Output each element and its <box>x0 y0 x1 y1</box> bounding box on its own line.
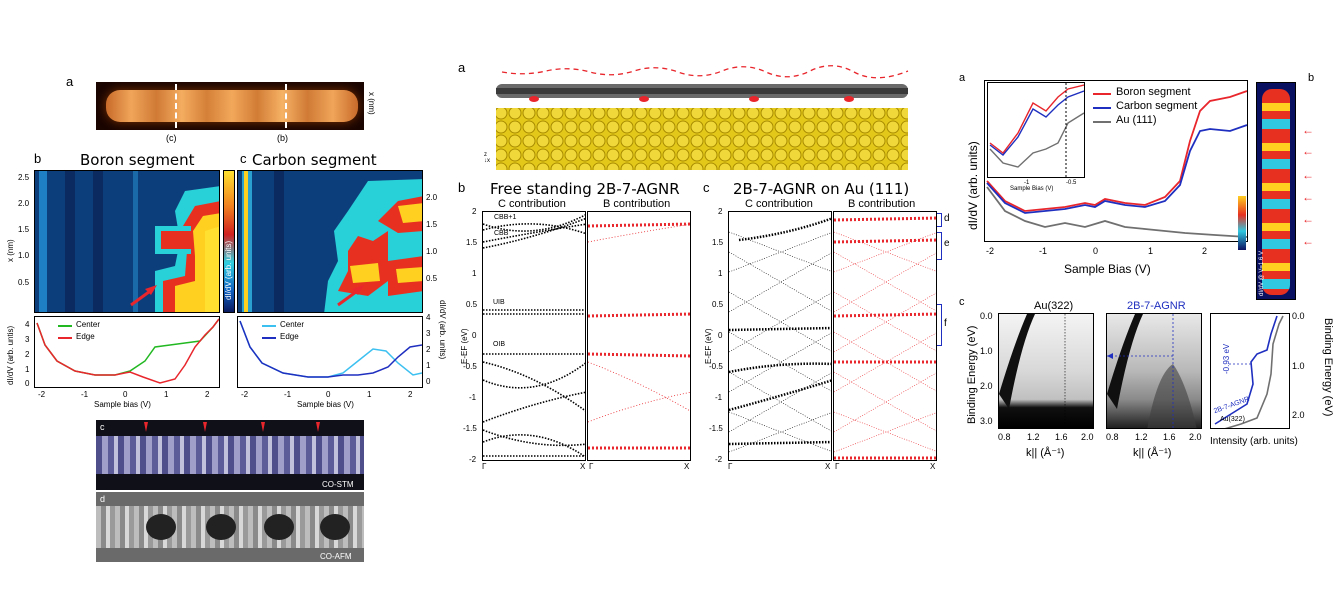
fig3-didv-map <box>1256 82 1296 300</box>
fig3-xlabel: Sample Bias (V) <box>1064 262 1151 276</box>
fig3-label-b: b <box>1308 72 1315 84</box>
fig3-inset <box>987 82 1085 178</box>
fig3-arpes-title1: Au(322) <box>1034 300 1074 312</box>
fig1-label-a: a <box>66 74 74 89</box>
fig1-spectra-carbon <box>237 316 423 388</box>
fig1-co-stm-label: CO-STM <box>322 480 354 489</box>
fig2-title-b: Free standing 2B-7-AGNR <box>490 180 680 198</box>
fig2-band-c-b <box>833 211 937 461</box>
fig2-c-c-contrib-title: C contribution <box>745 198 813 210</box>
fig1-stm-strip <box>96 82 364 130</box>
fig2-c-b-contrib-title: B contribution <box>848 198 916 210</box>
fig1-a-tick-c: (c) <box>166 133 177 143</box>
fig1-co-stm: c CO-STM <box>96 420 364 490</box>
fig3-k-label-1: k|| (Å⁻¹) <box>1026 447 1065 459</box>
fig1-map-boron <box>34 170 220 313</box>
fig2-label-c: c <box>703 180 710 195</box>
fig1-label-c2: c <box>100 422 105 432</box>
fig1-map-carbon <box>237 170 423 313</box>
fig2-title-c: 2B-7-AGNR on Au (111) <box>733 180 910 198</box>
fig2-label-b: b <box>458 180 466 195</box>
fig1-spec-xlabel-b: Sample bias (V) <box>94 400 151 409</box>
fig3-ylabel: dI/dV (arb. units) <box>966 141 980 230</box>
fig3-arpes-au <box>998 313 1094 429</box>
fig3-label-c: c <box>959 296 965 308</box>
fig1-a-tick-b: (b) <box>277 133 288 143</box>
fig3-arpes-agnr <box>1106 313 1202 429</box>
fig3-edc-label2: Au(322) <box>1220 416 1245 423</box>
fig1-spec-xlabel-c: Sample bias (V) <box>297 400 354 409</box>
fig3-edc-ann: -0.93 eV <box>1222 343 1231 374</box>
fig1-label-d: d <box>100 494 106 504</box>
fig1-label-b: b <box>34 151 42 166</box>
fig3-inset-xlabel: Sample Bias (V) <box>1010 186 1054 192</box>
fig1-spectra-boron <box>34 316 220 388</box>
fig3-label-a: a <box>959 72 966 84</box>
fig2-band-b-c <box>482 211 586 461</box>
fig1-label-c: c <box>240 151 247 166</box>
fig2-b-c-contrib-title: C contribution <box>498 198 566 210</box>
fig3-arpes-title2: 2B-7-AGNR <box>1127 300 1186 312</box>
fig1-co-afm-label: CO-AFM <box>320 552 352 561</box>
fig1-colorbar <box>223 170 235 313</box>
fig1-spec-ylabel-right: dI/dV (arb. units) <box>438 300 447 360</box>
fig2-axes-glyph: z ↓x <box>484 152 490 164</box>
fig3-be-label: Binding Energy (eV) <box>966 325 978 424</box>
fig1-title-b: Boron segment <box>80 151 195 169</box>
fig2-structure <box>494 64 910 174</box>
fig3-map-label: dI/dV @ V=1.6 V <box>1259 251 1265 296</box>
fig1-a-axis-label: x (nm) <box>367 92 376 115</box>
fig2-label-a: a <box>458 60 466 75</box>
fig3-intensity-label: Intensity (arb. units) <box>1210 436 1298 447</box>
fig2-band-c-c <box>728 211 832 461</box>
fig2-b-b-contrib-title: B contribution <box>603 198 671 210</box>
fig2-band-b-b <box>587 211 691 461</box>
fig2-b-ylabel: E-EF (eV) <box>460 328 469 364</box>
fig1-co-afm: d CO-AFM <box>96 492 364 562</box>
fig3-be-label-right: Binding Energy (eV) <box>1322 318 1334 417</box>
fig2-c-ylabel: E-EF (eV) <box>704 328 713 364</box>
fig1-map-yaxis-label: x (nm) <box>6 239 15 262</box>
fig1-colorbar-label: dI/dV (arb. units) <box>224 240 233 300</box>
fig3-edc <box>1210 313 1290 429</box>
fig1-spec-ylabel-left: dI/dV (arb. untis) <box>6 325 15 385</box>
fig3-map-colorbar <box>1238 196 1246 250</box>
fig3-k-label-2: k|| (Å⁻¹) <box>1133 447 1172 459</box>
fig1-title-c: Carbon segment <box>252 151 377 169</box>
